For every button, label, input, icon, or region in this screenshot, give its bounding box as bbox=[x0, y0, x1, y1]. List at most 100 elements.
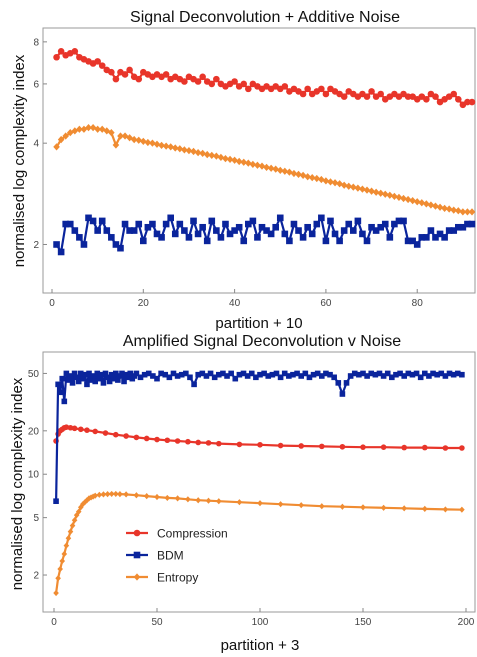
bdm-point bbox=[295, 227, 302, 234]
bdm-point bbox=[360, 370, 366, 377]
bdm-point bbox=[340, 227, 348, 234]
compression-point bbox=[98, 62, 106, 69]
entropy-point bbox=[205, 497, 212, 504]
entropy-point bbox=[432, 202, 439, 210]
x-tick-label: 60 bbox=[320, 298, 332, 309]
bdm-point bbox=[432, 234, 439, 241]
bdm-point bbox=[400, 217, 407, 225]
bdm-point bbox=[391, 220, 398, 228]
entropy-point bbox=[413, 198, 421, 206]
entropy-point bbox=[386, 191, 394, 199]
compression-point bbox=[205, 440, 212, 446]
y-tick-label: 5 bbox=[33, 513, 39, 524]
entropy-point bbox=[236, 499, 243, 506]
bdm-point bbox=[100, 380, 107, 386]
compression-point bbox=[92, 428, 98, 435]
bdm-point bbox=[190, 217, 197, 225]
compression-point bbox=[195, 439, 201, 446]
bdm-point bbox=[77, 370, 84, 377]
legend-marker-bdm bbox=[133, 551, 141, 559]
compression-point bbox=[154, 436, 160, 443]
bdm-point bbox=[442, 373, 449, 379]
entropy-point bbox=[345, 182, 353, 190]
legend-label-entropy: Entropy bbox=[157, 571, 198, 585]
compression-point bbox=[208, 80, 216, 88]
compression-point bbox=[422, 444, 428, 451]
bdm-point bbox=[468, 220, 476, 228]
compression-point bbox=[71, 425, 78, 432]
compression-point bbox=[194, 78, 202, 85]
entropy-point bbox=[135, 136, 143, 144]
entropy-point bbox=[423, 200, 430, 208]
bdm-point bbox=[127, 370, 134, 377]
compression-point bbox=[113, 431, 119, 438]
entropy-point bbox=[331, 179, 339, 187]
entropy-point bbox=[409, 196, 416, 205]
entropy-point bbox=[427, 201, 435, 209]
bdm-point bbox=[59, 375, 66, 382]
entropy-point bbox=[299, 171, 307, 179]
bdm-point bbox=[126, 227, 133, 234]
bdm-point bbox=[203, 373, 210, 379]
bdm-point bbox=[71, 370, 78, 377]
bdm-point bbox=[63, 370, 70, 377]
bdm-point bbox=[323, 370, 329, 377]
entropy-point bbox=[203, 150, 211, 159]
x-tick-label: 200 bbox=[458, 617, 475, 628]
bdm-point bbox=[319, 373, 325, 379]
compression-point bbox=[143, 435, 150, 442]
bdm-point bbox=[459, 223, 467, 231]
entropy-point bbox=[53, 143, 60, 151]
compression-point bbox=[67, 424, 74, 431]
bdm-point bbox=[363, 237, 371, 245]
bdm-point bbox=[153, 230, 161, 238]
entropy-point bbox=[395, 193, 403, 202]
y-tick-label: 8 bbox=[33, 37, 39, 48]
compression-point bbox=[63, 424, 70, 430]
bdm-point bbox=[422, 370, 428, 377]
bdm-point bbox=[94, 370, 101, 377]
bdm-point bbox=[263, 227, 270, 234]
chart2-title: Amplified Signal Deconvolution v Noise bbox=[123, 333, 401, 350]
compression-point bbox=[368, 88, 375, 95]
entropy-point bbox=[216, 498, 222, 505]
bdm-point bbox=[380, 373, 387, 379]
bdm-point bbox=[57, 248, 65, 256]
entropy-point bbox=[377, 189, 384, 197]
compression-point bbox=[53, 53, 60, 61]
compression-point bbox=[77, 426, 84, 433]
compression-point bbox=[240, 80, 248, 88]
bdm-point bbox=[199, 223, 206, 231]
entropy-point bbox=[162, 142, 170, 150]
compression-point bbox=[162, 71, 170, 78]
bdm-point bbox=[84, 381, 90, 388]
bdm-point bbox=[94, 227, 101, 234]
bdm-point bbox=[331, 230, 339, 238]
bdm-point bbox=[178, 371, 185, 378]
chart2-ticks: 0 50 100 150 200 2 5 10 20 50 bbox=[28, 369, 475, 628]
bdm-point bbox=[450, 227, 458, 234]
y-tick-label: 20 bbox=[28, 426, 40, 437]
entropy-point bbox=[235, 157, 243, 166]
bdm-point bbox=[133, 370, 140, 377]
compression-point bbox=[102, 430, 109, 436]
bdm-point bbox=[272, 223, 279, 231]
bdm-point bbox=[386, 234, 394, 241]
bdm-point bbox=[418, 234, 426, 241]
compression-point bbox=[135, 75, 143, 83]
y-tick-label: 4 bbox=[33, 139, 39, 150]
bdm-point bbox=[372, 371, 379, 378]
bdm-point bbox=[145, 370, 152, 377]
legend-label-compression: Compression bbox=[157, 527, 228, 541]
compression-point bbox=[423, 96, 430, 103]
bdm-point bbox=[335, 380, 342, 386]
bdm-point bbox=[57, 389, 63, 396]
bdm-point bbox=[110, 375, 117, 382]
entropy-point bbox=[108, 490, 115, 498]
bdm-point bbox=[343, 380, 350, 386]
bdm-point bbox=[137, 374, 144, 381]
bdm-point bbox=[82, 371, 88, 378]
chart-amplified-deconvolution: Amplified Signal Deconvolution v Noise n… bbox=[9, 333, 476, 654]
entropy-point bbox=[391, 192, 398, 200]
entropy-point bbox=[85, 123, 92, 132]
